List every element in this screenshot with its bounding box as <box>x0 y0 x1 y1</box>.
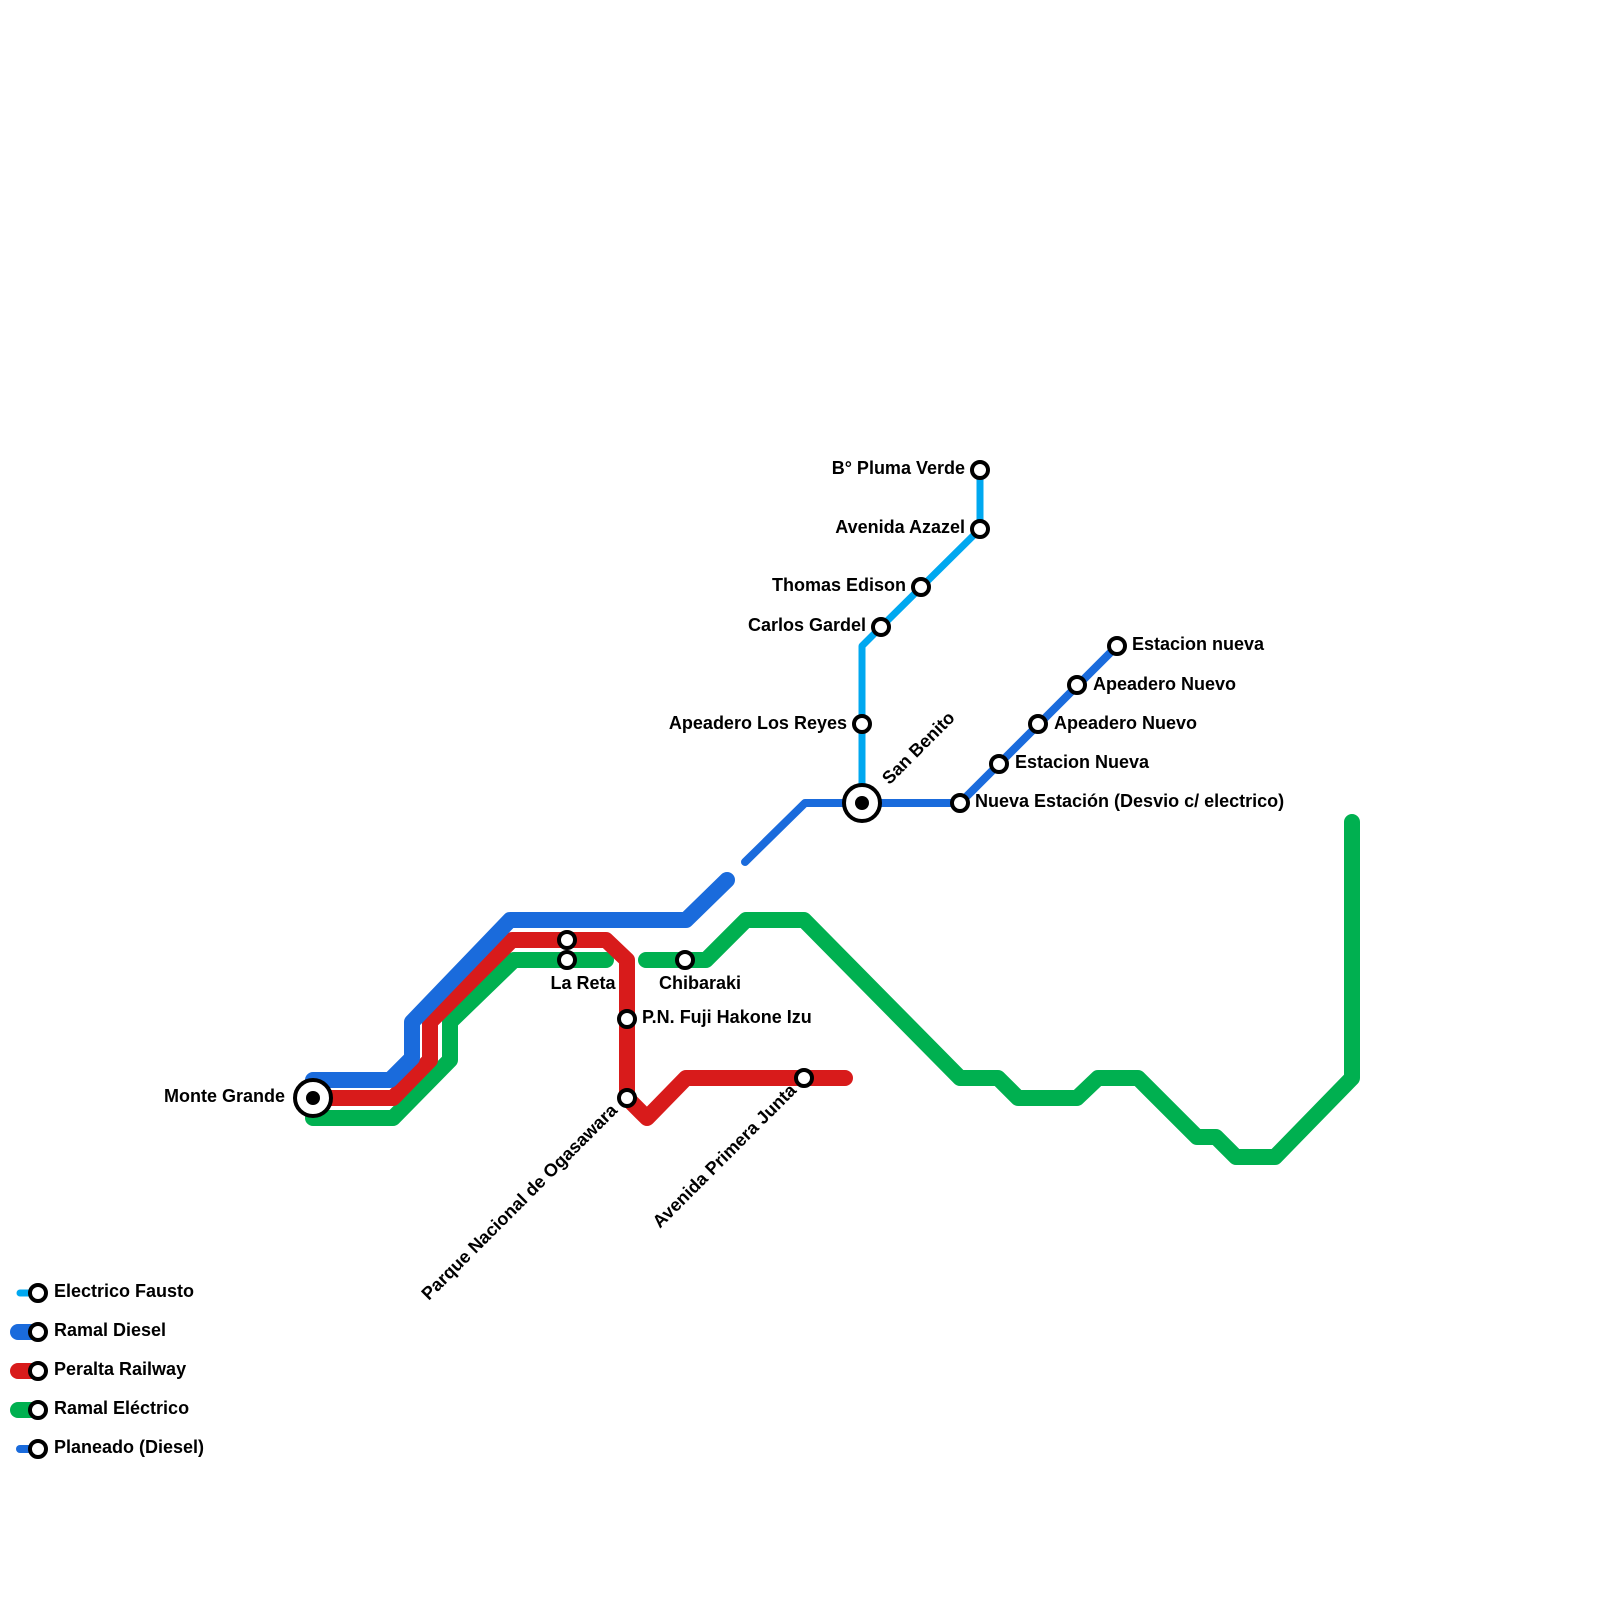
station-label: Estacion Nueva <box>1015 752 1150 772</box>
station <box>617 1088 637 1108</box>
legend-marker <box>28 1283 48 1303</box>
station <box>970 519 990 539</box>
station <box>794 1068 814 1088</box>
legend-label: Peralta Railway <box>54 1359 186 1379</box>
station <box>871 617 891 637</box>
lines <box>305 466 1360 1165</box>
line-ramal-diesel <box>305 872 735 1088</box>
station-label: Apeadero Nuevo <box>1093 674 1236 694</box>
station <box>557 950 577 970</box>
legend: Electrico Fausto Ramal Diesel Peralta Ra… <box>10 1281 204 1459</box>
legend-marker <box>28 1400 48 1420</box>
line-ramal-diesel <box>741 799 964 866</box>
station-label: La Reta <box>550 973 616 993</box>
legend-marker <box>28 1439 48 1459</box>
station <box>1067 675 1087 695</box>
station-label: Apeadero Los Reyes <box>669 713 847 733</box>
interchange-dot <box>306 1091 320 1105</box>
station <box>617 1009 637 1029</box>
station-label: Apeadero Nuevo <box>1054 713 1197 733</box>
line-ramal-electrico <box>638 814 1360 1165</box>
station-label: San Benito <box>878 708 959 789</box>
station <box>1028 714 1048 734</box>
stations <box>293 460 1127 1118</box>
station <box>970 460 990 480</box>
station <box>1107 636 1127 656</box>
station <box>557 930 577 950</box>
station-label: P.N. Fuji Hakone Izu <box>642 1007 812 1027</box>
legend-label: Ramal Eléctrico <box>54 1398 189 1418</box>
legend-marker <box>28 1322 48 1342</box>
station-label: Estacion nueva <box>1132 634 1265 654</box>
legend-marker <box>28 1361 48 1381</box>
station-label: Thomas Edison <box>772 575 906 595</box>
line-ramal-electrico <box>305 952 614 1126</box>
station-label: Avenida Azazel <box>835 517 965 537</box>
station-label: Nueva Estación (Desvio c/ electrico) <box>975 791 1284 811</box>
station-label: Carlos Gardel <box>748 615 866 635</box>
interchange-dot <box>855 796 869 810</box>
line-peralta-railway <box>305 932 853 1126</box>
station <box>950 793 970 813</box>
station <box>675 950 695 970</box>
station-label: Chibaraki <box>659 973 741 993</box>
station <box>852 714 872 734</box>
station <box>911 577 931 597</box>
station <box>989 754 1009 774</box>
legend-label: Planeado (Diesel) <box>54 1437 204 1457</box>
station-label: Monte Grande <box>164 1086 285 1106</box>
legend-label: Electrico Fausto <box>54 1281 194 1301</box>
station-label: Parque Nacional de Ogasawara <box>417 1099 621 1303</box>
legend-label: Ramal Diesel <box>54 1320 166 1340</box>
station-label: B° Pluma Verde <box>832 458 965 478</box>
